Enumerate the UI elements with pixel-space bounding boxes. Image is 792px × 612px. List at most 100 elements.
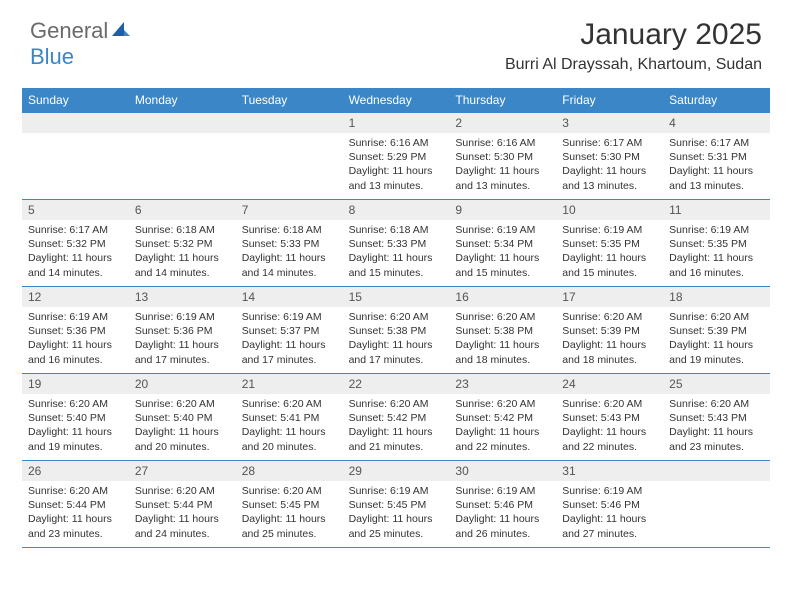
sunrise-text: Sunrise: 6:20 AM	[455, 310, 550, 324]
daylight-text: Daylight: 11 hours and 26 minutes.	[455, 512, 550, 540]
day-number: 12	[22, 287, 129, 307]
calendar-cell: 9Sunrise: 6:19 AMSunset: 5:34 PMDaylight…	[449, 200, 556, 286]
day-header-fri: Friday	[556, 88, 663, 112]
calendar-cell: 28Sunrise: 6:20 AMSunset: 5:45 PMDayligh…	[236, 461, 343, 547]
day-number: 29	[343, 461, 450, 481]
sunset-text: Sunset: 5:46 PM	[455, 498, 550, 512]
sunrise-text: Sunrise: 6:20 AM	[28, 484, 123, 498]
sunrise-text: Sunrise: 6:19 AM	[455, 484, 550, 498]
calendar-cell: .	[663, 461, 770, 547]
day-number: .	[236, 113, 343, 133]
day-header-sat: Saturday	[663, 88, 770, 112]
calendar-cell: 13Sunrise: 6:19 AMSunset: 5:36 PMDayligh…	[129, 287, 236, 373]
day-number: 26	[22, 461, 129, 481]
sunset-text: Sunset: 5:35 PM	[669, 237, 764, 251]
day-number: 5	[22, 200, 129, 220]
day-body: Sunrise: 6:19 AMSunset: 5:35 PMDaylight:…	[556, 220, 663, 284]
day-header-mon: Monday	[129, 88, 236, 112]
sunrise-text: Sunrise: 6:20 AM	[349, 397, 444, 411]
day-body: Sunrise: 6:19 AMSunset: 5:46 PMDaylight:…	[556, 481, 663, 545]
daylight-text: Daylight: 11 hours and 13 minutes.	[349, 164, 444, 192]
calendar-cell: 15Sunrise: 6:20 AMSunset: 5:38 PMDayligh…	[343, 287, 450, 373]
daylight-text: Daylight: 11 hours and 15 minutes.	[562, 251, 657, 279]
daylight-text: Daylight: 11 hours and 27 minutes.	[562, 512, 657, 540]
day-number: 24	[556, 374, 663, 394]
day-number: .	[663, 461, 770, 481]
calendar-cell: 16Sunrise: 6:20 AMSunset: 5:38 PMDayligh…	[449, 287, 556, 373]
daylight-text: Daylight: 11 hours and 18 minutes.	[562, 338, 657, 366]
day-number: 3	[556, 113, 663, 133]
day-number: 10	[556, 200, 663, 220]
header: General Blue January 2025 Burri Al Drays…	[0, 0, 792, 80]
day-number: 31	[556, 461, 663, 481]
sunset-text: Sunset: 5:40 PM	[28, 411, 123, 425]
day-body: Sunrise: 6:18 AMSunset: 5:33 PMDaylight:…	[236, 220, 343, 284]
sunrise-text: Sunrise: 6:16 AM	[349, 136, 444, 150]
day-number: 28	[236, 461, 343, 481]
sunrise-text: Sunrise: 6:20 AM	[135, 397, 230, 411]
calendar-cell: 7Sunrise: 6:18 AMSunset: 5:33 PMDaylight…	[236, 200, 343, 286]
sunrise-text: Sunrise: 6:20 AM	[669, 397, 764, 411]
day-body: Sunrise: 6:20 AMSunset: 5:38 PMDaylight:…	[343, 307, 450, 371]
daylight-text: Daylight: 11 hours and 17 minutes.	[349, 338, 444, 366]
title-block: January 2025 Burri Al Drayssah, Khartoum…	[505, 18, 762, 74]
sunrise-text: Sunrise: 6:19 AM	[242, 310, 337, 324]
day-number: 6	[129, 200, 236, 220]
daylight-text: Daylight: 11 hours and 19 minutes.	[669, 338, 764, 366]
sunrise-text: Sunrise: 6:20 AM	[669, 310, 764, 324]
calendar-cell: 20Sunrise: 6:20 AMSunset: 5:40 PMDayligh…	[129, 374, 236, 460]
calendar-cell: 22Sunrise: 6:20 AMSunset: 5:42 PMDayligh…	[343, 374, 450, 460]
day-body: Sunrise: 6:20 AMSunset: 5:44 PMDaylight:…	[129, 481, 236, 545]
sunrise-text: Sunrise: 6:17 AM	[28, 223, 123, 237]
day-number: 23	[449, 374, 556, 394]
day-body: Sunrise: 6:17 AMSunset: 5:31 PMDaylight:…	[663, 133, 770, 197]
day-body: Sunrise: 6:19 AMSunset: 5:34 PMDaylight:…	[449, 220, 556, 284]
sunset-text: Sunset: 5:34 PM	[455, 237, 550, 251]
day-body: Sunrise: 6:20 AMSunset: 5:38 PMDaylight:…	[449, 307, 556, 371]
daylight-text: Daylight: 11 hours and 23 minutes.	[28, 512, 123, 540]
logo: General Blue	[30, 18, 130, 70]
calendar-cell: 8Sunrise: 6:18 AMSunset: 5:33 PMDaylight…	[343, 200, 450, 286]
sunset-text: Sunset: 5:43 PM	[562, 411, 657, 425]
daylight-text: Daylight: 11 hours and 17 minutes.	[242, 338, 337, 366]
day-body: Sunrise: 6:16 AMSunset: 5:29 PMDaylight:…	[343, 133, 450, 197]
daylight-text: Daylight: 11 hours and 16 minutes.	[28, 338, 123, 366]
sunset-text: Sunset: 5:42 PM	[455, 411, 550, 425]
logo-word-blue: Blue	[30, 44, 74, 69]
calendar-cell: 12Sunrise: 6:19 AMSunset: 5:36 PMDayligh…	[22, 287, 129, 373]
calendar-cell: 30Sunrise: 6:19 AMSunset: 5:46 PMDayligh…	[449, 461, 556, 547]
day-header-sun: Sunday	[22, 88, 129, 112]
sunset-text: Sunset: 5:44 PM	[28, 498, 123, 512]
sunset-text: Sunset: 5:33 PM	[242, 237, 337, 251]
sunrise-text: Sunrise: 6:20 AM	[242, 397, 337, 411]
daylight-text: Daylight: 11 hours and 19 minutes.	[28, 425, 123, 453]
sunset-text: Sunset: 5:40 PM	[135, 411, 230, 425]
day-number: .	[22, 113, 129, 133]
sunrise-text: Sunrise: 6:18 AM	[135, 223, 230, 237]
sunset-text: Sunset: 5:36 PM	[135, 324, 230, 338]
sunrise-text: Sunrise: 6:20 AM	[28, 397, 123, 411]
sunrise-text: Sunrise: 6:16 AM	[455, 136, 550, 150]
sunrise-text: Sunrise: 6:20 AM	[455, 397, 550, 411]
daylight-text: Daylight: 11 hours and 15 minutes.	[455, 251, 550, 279]
calendar-cell: 2Sunrise: 6:16 AMSunset: 5:30 PMDaylight…	[449, 113, 556, 199]
calendar-cell: 3Sunrise: 6:17 AMSunset: 5:30 PMDaylight…	[556, 113, 663, 199]
sunset-text: Sunset: 5:39 PM	[562, 324, 657, 338]
sunrise-text: Sunrise: 6:17 AM	[562, 136, 657, 150]
day-number: 16	[449, 287, 556, 307]
day-body: Sunrise: 6:17 AMSunset: 5:30 PMDaylight:…	[556, 133, 663, 197]
sunset-text: Sunset: 5:30 PM	[455, 150, 550, 164]
calendar-cell: .	[129, 113, 236, 199]
day-body: Sunrise: 6:18 AMSunset: 5:32 PMDaylight:…	[129, 220, 236, 284]
daylight-text: Daylight: 11 hours and 21 minutes.	[349, 425, 444, 453]
sunset-text: Sunset: 5:35 PM	[562, 237, 657, 251]
day-number: 9	[449, 200, 556, 220]
sunset-text: Sunset: 5:31 PM	[669, 150, 764, 164]
sunset-text: Sunset: 5:45 PM	[242, 498, 337, 512]
daylight-text: Daylight: 11 hours and 16 minutes.	[669, 251, 764, 279]
day-number: 8	[343, 200, 450, 220]
day-header-wed: Wednesday	[343, 88, 450, 112]
daylight-text: Daylight: 11 hours and 20 minutes.	[242, 425, 337, 453]
day-number: 4	[663, 113, 770, 133]
sunset-text: Sunset: 5:32 PM	[28, 237, 123, 251]
